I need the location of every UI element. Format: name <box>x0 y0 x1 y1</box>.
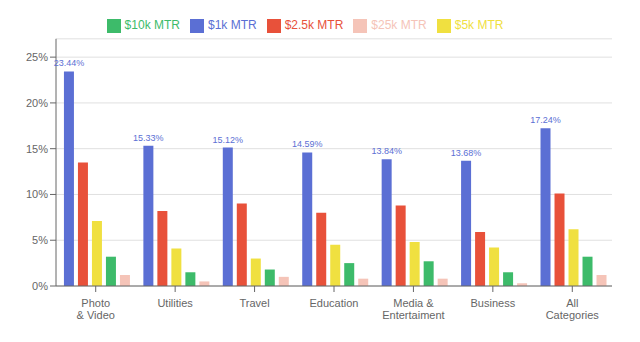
svg-text:15%: 15% <box>26 143 48 155</box>
svg-text:Photo& Video: Photo& Video <box>77 297 115 322</box>
svg-text:14.59%: 14.59% <box>292 139 323 149</box>
svg-text:10%: 10% <box>26 188 48 200</box>
html-text:$25k MTR: $25k MTR <box>371 18 427 32</box>
svg-text:Travel: Travel <box>239 297 269 309</box>
svg-text:AllCategories: AllCategories <box>546 297 600 322</box>
svg-text:Media &Entertaiment: Media &Entertaiment <box>382 297 444 322</box>
svg-text:17.24%: 17.24% <box>530 115 561 125</box>
svg-text:20%: 20% <box>26 97 48 109</box>
svg-text:Education: Education <box>310 297 359 309</box>
html-text:$1k MTR: $1k MTR <box>208 18 257 32</box>
html-text:$10k MTR: $10k MTR <box>124 18 180 32</box>
svg-text:13.84%: 13.84% <box>371 146 402 156</box>
svg-text:25%: 25% <box>26 51 48 63</box>
html-text:$2.5k MTR: $2.5k MTR <box>284 18 344 32</box>
html-text:$5k MTR: $5k MTR <box>454 18 504 32</box>
svg-text:13.68%: 13.68% <box>451 148 482 158</box>
svg-text:15.33%: 15.33% <box>133 133 164 143</box>
svg-text:Business: Business <box>471 297 516 309</box>
svg-text:15.12%: 15.12% <box>213 135 244 145</box>
svg-text:0%: 0% <box>32 280 48 292</box>
svg-text:5%: 5% <box>32 234 48 246</box>
svg-text:23.44%: 23.44% <box>54 58 85 68</box>
svg-text:Utilities: Utilities <box>157 297 193 309</box>
